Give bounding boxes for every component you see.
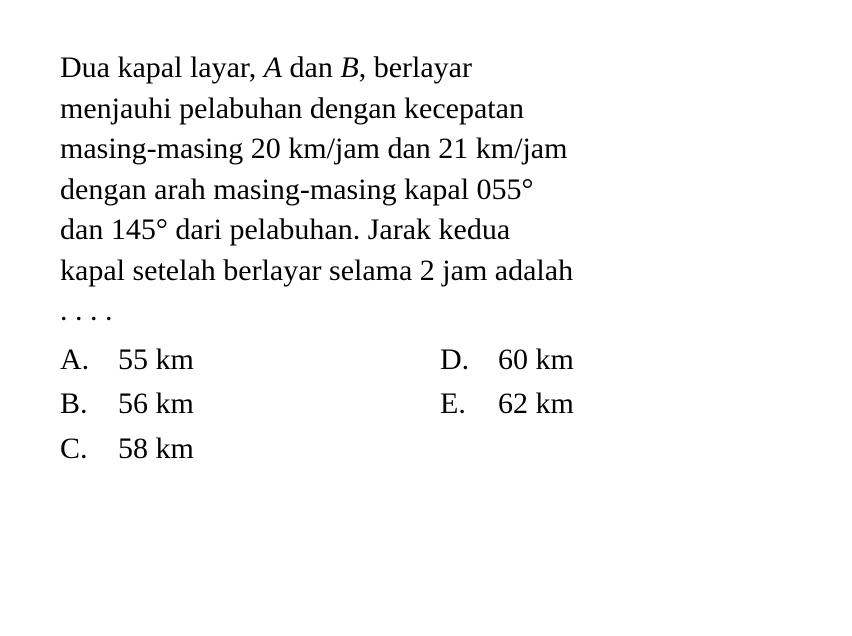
option-d-letter: D. [440,340,498,381]
option-c-value: 58 km [118,429,440,470]
question-line5: dan 145° dari pelabuhan. Jarak kedua [60,213,510,246]
options-row-2: B. 56 km E. 62 km [60,384,792,425]
option-a-value: 55 km [118,340,440,381]
option-e-value: 62 km [498,384,740,425]
question-line2: menjauhi pelabuhan dengan kecepatan [60,92,524,125]
question-line1-part1: Dua kapal layar, [60,51,264,84]
question-line3: masing-masing 20 km/jam dan 21 km/jam [60,132,567,165]
options-row-3: C. 58 km [60,429,792,470]
question-line6: kapal setelah berlayar selama 2 jam adal… [60,254,573,287]
question-line4: dengan arah masing-masing kapal 055° [60,173,534,206]
option-d-value: 60 km [498,340,740,381]
option-b: B. 56 km [60,384,440,425]
option-e-letter: E. [440,384,498,425]
option-e: E. 62 km [440,384,740,425]
option-a-letter: A. [60,340,118,381]
question-line7: . . . . [60,294,113,327]
question-line1-part3: , berlayar [359,51,472,84]
option-b-value: 56 km [118,384,440,425]
option-c-letter: C. [60,429,118,470]
question-body: Dua kapal layar, A dan B, berlayar menja… [60,48,792,332]
question-line1-part2: dan [282,51,340,84]
option-c: C. 58 km [60,429,440,470]
option-d: D. 60 km [440,340,740,381]
question-line1-italic2: B [340,51,358,84]
option-a: A. 55 km [60,340,440,381]
options-list: A. 55 km D. 60 km B. 56 km E. 62 km C. 5… [60,340,792,470]
option-b-letter: B. [60,384,118,425]
question-line1-italic1: A [264,51,282,84]
options-row-1: A. 55 km D. 60 km [60,340,792,381]
